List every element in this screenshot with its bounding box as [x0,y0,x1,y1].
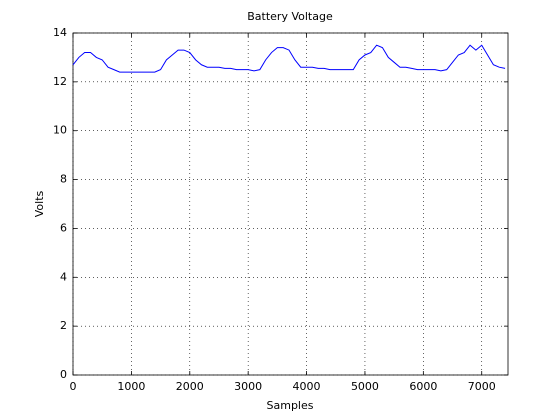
y-tick-label: 0 [60,368,67,381]
chart-title: Battery Voltage [247,10,333,23]
x-tick-label: 0 [70,380,77,393]
y-tick-label: 10 [53,124,67,137]
x-tick-label: 4000 [293,380,321,393]
data-line [72,44,506,73]
y-tick-label: 12 [53,75,67,88]
y-tick-label: 2 [60,319,67,332]
x-tick-label: 1000 [117,380,145,393]
plot-frame [72,32,509,376]
x-tick-label: 5000 [351,380,379,393]
y-tick-label: 8 [60,173,67,186]
x-tick-label: 6000 [409,380,437,393]
y-tick-label: 4 [60,270,67,283]
x-axis-label: Samples [267,399,314,412]
x-tick-label: 3000 [234,380,262,393]
x-tick-label: 7000 [468,380,496,393]
x-tick-label: 2000 [176,380,204,393]
y-tick-label: 6 [60,221,67,234]
y-axis-label: Volts [33,190,46,217]
y-tick-label: 14 [53,26,67,39]
